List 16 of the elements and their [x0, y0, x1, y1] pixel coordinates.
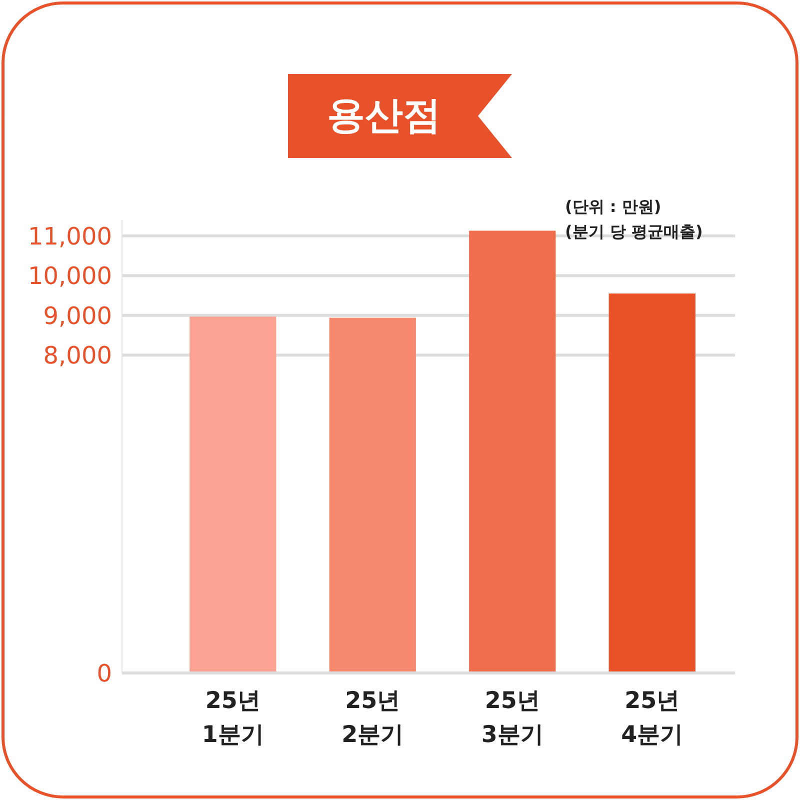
x-tick-label: 25년 1분기 — [202, 688, 264, 748]
x-tick-label: 25년 4분기 — [621, 688, 684, 748]
bar — [608, 294, 696, 673]
bar — [469, 230, 556, 673]
y-tick-label: 11,000 — [28, 222, 112, 250]
annotation: (분기 당 평균매출) — [565, 222, 703, 241]
y-tick-label: 8,000 — [43, 342, 112, 370]
text: (단위 : 만원) — [565, 197, 662, 216]
y-tick-label: 10,000 — [28, 262, 112, 290]
y-tick-label: 9,000 — [43, 302, 112, 330]
x-tick-label: 25년 3분기 — [481, 688, 544, 748]
bar — [190, 316, 276, 673]
chart-title: 용산점 — [327, 93, 441, 137]
x-tick-label: 25년 2분기 — [342, 688, 404, 748]
y-tick-label: 0 — [96, 659, 112, 688]
bar — [329, 318, 416, 673]
